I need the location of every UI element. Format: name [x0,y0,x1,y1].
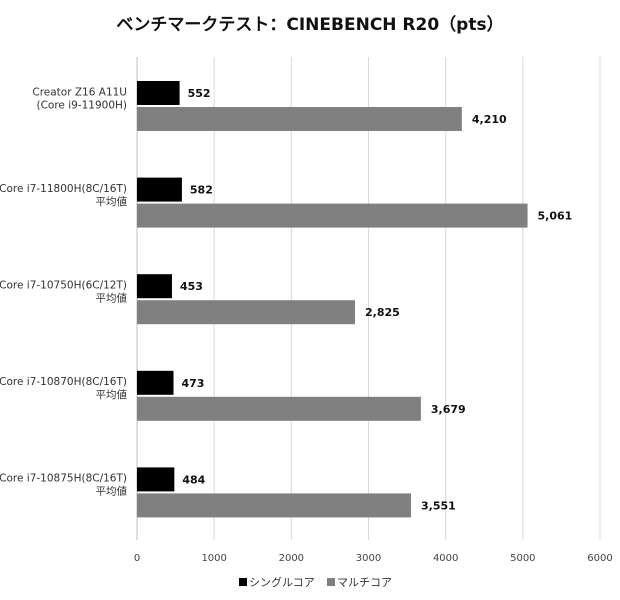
bar-multi-core [137,396,421,421]
category-label: Core i7-11800H(8C/16T) [0,183,127,195]
data-label: 473 [181,377,204,390]
bar-multi-core [137,203,528,228]
legend-swatch-multi [327,578,335,586]
category-label: 平均値 [96,195,128,208]
data-label: 5,061 [538,210,573,223]
bar-multi-core [137,107,462,131]
bars: 552 4,210 582 5,061 453 2,825 473 3,679 484 3,551 [137,81,573,518]
legend-swatch-single [239,578,247,586]
data-label: 582 [190,184,213,197]
bar-single-core [137,81,180,105]
bar-single-core [137,274,172,299]
category-label: (Core i9-11900H) [36,99,127,111]
x-tick-label: 1000 [201,553,226,564]
category-label: Core i7-10875H(8C/16T) [0,473,127,485]
data-label: 3,551 [421,499,456,512]
x-tick-label: 2000 [279,553,304,564]
x-tick-label: 0 [134,553,140,564]
x-tick-label: 5000 [510,553,535,564]
legend: シングルコア マルチコア [239,575,392,589]
data-label: 2,825 [365,306,400,319]
category-labels: Creator Z16 A11U(Core i9-11900H) Core i7-… [0,86,127,497]
bar-single-core [137,467,175,492]
bar-multi-core [137,493,412,518]
category-label: Core i7-10870H(8C/16T) [0,376,127,388]
data-label: 4,210 [472,113,507,126]
data-label: 453 [180,280,203,293]
data-label: 484 [182,473,205,486]
x-tick-label: 3000 [356,553,381,564]
category-label: 平均値 [96,388,128,401]
bar-single-core [137,177,182,202]
chart-title: ベンチマークテスト：CINEBENCH R20（pts） [116,14,503,35]
category-label: 平均値 [96,485,128,498]
legend-label-multi: マルチコア [337,576,392,589]
data-label: 3,679 [431,403,466,416]
x-tick-label: 6000 [587,553,612,564]
gridlines [136,57,601,540]
category-label: Core i7-10750H(6C/12T) [0,280,127,292]
bar-single-core [137,370,174,395]
category-label: Creator Z16 A11U [32,86,127,98]
bar-multi-core [137,300,355,325]
category-label: 平均値 [96,292,128,305]
data-label: 552 [188,87,211,100]
x-tick-label: 4000 [433,553,458,564]
legend-label-single: シングルコア [249,575,315,589]
x-axis-ticks: 0 1000 2000 3000 4000 5000 6000 [134,553,613,564]
